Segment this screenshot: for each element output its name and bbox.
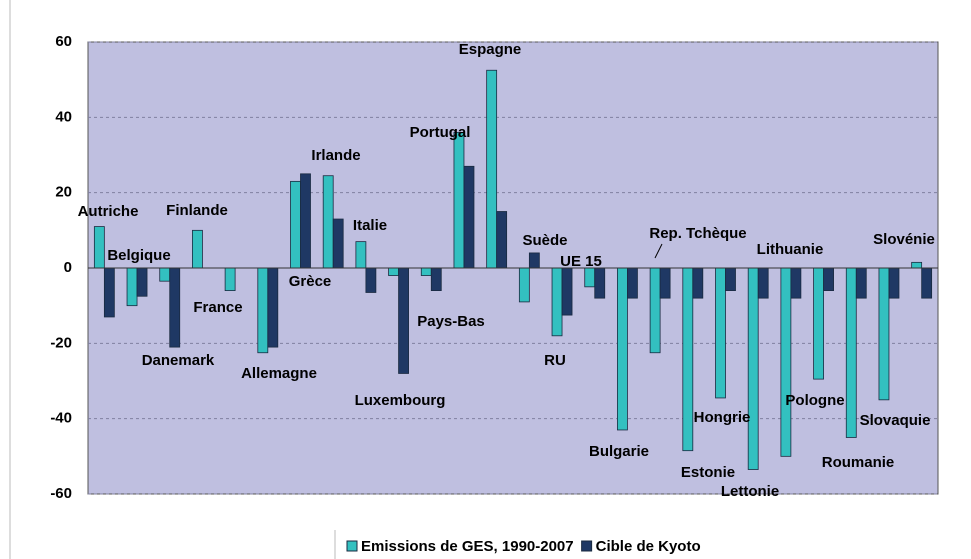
category-label: Pologne — [785, 392, 844, 409]
category-label: Slovaquie — [860, 412, 931, 429]
category-label: Grèce — [289, 273, 332, 290]
bar — [715, 267, 726, 399]
bar — [747, 267, 759, 470]
bar — [169, 267, 181, 348]
category-label: Hongrie — [694, 409, 751, 426]
y-tick-label: 0 — [64, 259, 72, 276]
category-label: Finlande — [166, 202, 228, 219]
bar — [420, 267, 432, 276]
bar — [659, 267, 671, 299]
bar — [224, 267, 236, 292]
category-label: Allemagne — [241, 365, 317, 382]
bar — [290, 180, 301, 269]
category-label: Italie — [353, 217, 387, 234]
category-label: Roumanie — [822, 454, 895, 471]
bar — [911, 261, 923, 269]
category-label: Bulgarie — [589, 443, 649, 460]
bar — [878, 267, 890, 401]
bar — [365, 267, 377, 293]
bar — [332, 218, 344, 269]
bar — [496, 211, 508, 269]
y-tick-label: 40 — [55, 108, 72, 125]
bar — [528, 252, 540, 269]
category-label: France — [193, 299, 242, 316]
bar — [486, 69, 498, 269]
bar — [430, 267, 442, 292]
category-label: Belgique — [107, 247, 170, 264]
legend: Emissions de GES, 1990-2007 Cible de Kyot… — [346, 538, 701, 555]
category-label: RU — [544, 352, 566, 369]
bar — [790, 267, 802, 299]
bar — [300, 173, 311, 269]
bar — [594, 267, 606, 299]
legend-label: Emissions de GES, 1990-2007 — [361, 538, 574, 555]
bar — [888, 267, 900, 299]
legend-swatch — [581, 540, 593, 552]
bar — [267, 267, 279, 348]
bar — [355, 241, 367, 269]
bar — [780, 267, 792, 457]
bar — [682, 267, 694, 452]
bar — [584, 267, 596, 288]
bar — [921, 267, 933, 299]
bar — [93, 226, 105, 269]
bar — [398, 267, 409, 374]
bar — [192, 229, 203, 269]
category-label: Irlande — [311, 147, 360, 164]
legend-swatch — [346, 540, 358, 552]
bar — [551, 267, 563, 337]
bar — [518, 267, 530, 303]
bar — [813, 267, 824, 380]
bar — [453, 131, 465, 269]
category-label: UE 15 — [560, 253, 602, 270]
category-label: Danemark — [142, 352, 215, 369]
bar — [627, 267, 638, 299]
category-label: Pays-Bas — [417, 313, 485, 330]
bar — [388, 267, 399, 276]
category-label: Suède — [522, 232, 567, 249]
y-tick-label: -60 — [50, 485, 72, 502]
bar — [845, 267, 857, 438]
bar — [725, 267, 736, 292]
legend-label: Cible de Kyoto — [596, 538, 701, 555]
bar — [159, 267, 171, 282]
bar — [103, 267, 115, 318]
category-label: Slovénie — [873, 231, 935, 248]
bar — [257, 267, 269, 354]
bar — [126, 267, 138, 307]
category-label: Portugal — [410, 124, 471, 141]
label-leader — [654, 243, 663, 259]
bar — [757, 267, 769, 299]
category-label: Autriche — [78, 203, 139, 220]
category-label: Lithuanie — [757, 241, 824, 258]
bar — [823, 267, 834, 292]
y-tick-label: 20 — [55, 184, 72, 201]
bar — [322, 175, 334, 269]
bar — [617, 267, 628, 431]
category-label: Estonie — [681, 464, 735, 481]
category-label: Luxembourg — [355, 392, 446, 409]
category-label: Espagne — [459, 41, 522, 58]
y-tick-label: -20 — [50, 334, 72, 351]
bar — [136, 267, 148, 297]
y-tick-label: -40 — [50, 410, 72, 427]
bar — [463, 165, 475, 269]
bar — [692, 267, 704, 299]
bar — [649, 267, 661, 354]
category-label: Lettonie — [721, 483, 779, 500]
category-label: Rep. Tchèque — [649, 225, 746, 242]
bar — [561, 267, 573, 316]
bar — [855, 267, 867, 299]
y-tick-label: 60 — [55, 33, 72, 50]
